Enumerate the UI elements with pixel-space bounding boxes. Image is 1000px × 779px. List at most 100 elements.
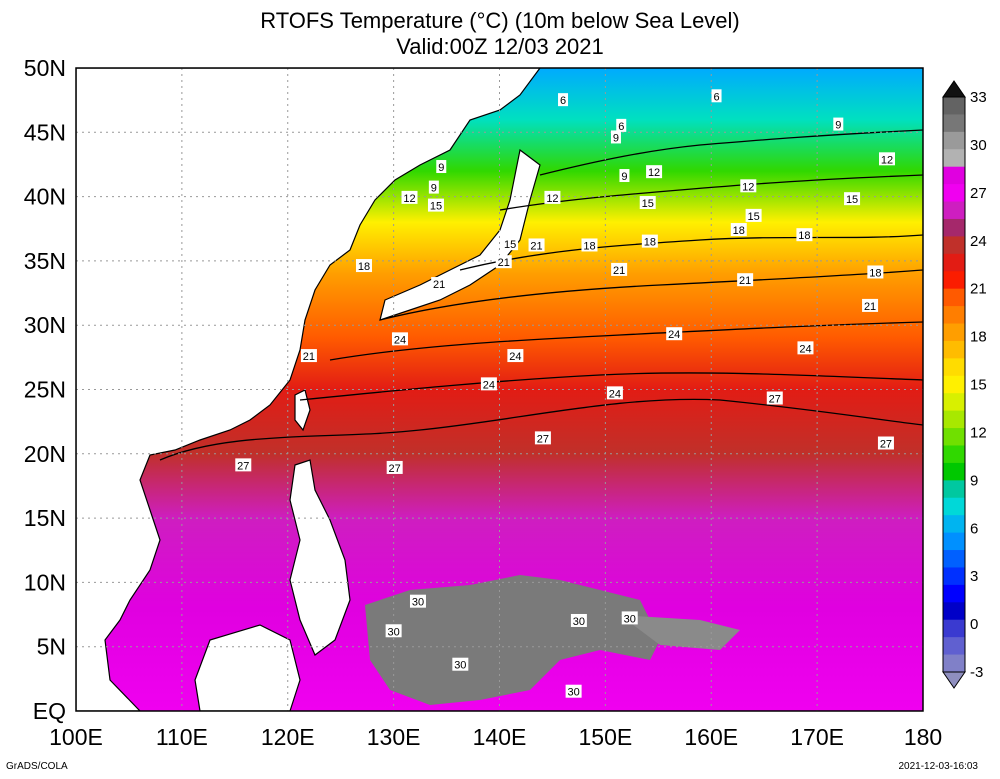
y-tick-label: 10N	[24, 569, 66, 595]
colorbar-swatch	[943, 550, 965, 568]
svg-text:30: 30	[624, 613, 636, 625]
svg-text:12: 12	[648, 167, 660, 179]
colorbar-top-arrow	[942, 80, 966, 98]
contour-label: 30	[385, 624, 402, 638]
colorbar-swatch	[943, 201, 965, 220]
colorbar-swatch	[943, 532, 965, 551]
colorbar-swatch	[943, 410, 965, 429]
svg-text:21: 21	[303, 351, 315, 363]
contour-label: 12	[740, 179, 757, 193]
svg-text:18: 18	[733, 225, 745, 237]
contour-label: 18	[581, 238, 598, 252]
x-tick-label: 150E	[579, 724, 633, 750]
x-tick-label: 100E	[49, 724, 103, 750]
y-tick-label: 5N	[37, 634, 66, 660]
colorbar-swatch	[943, 358, 965, 377]
svg-text:9: 9	[613, 132, 619, 144]
contour-label: 12	[544, 190, 561, 205]
colorbar-swatch	[943, 393, 965, 412]
contour-label: 24	[391, 332, 408, 346]
colorbar-label: 3	[970, 568, 978, 585]
colorbar-swatch	[943, 131, 965, 150]
svg-text:24: 24	[668, 329, 680, 341]
colorbar-swatch	[943, 218, 965, 237]
colorbar-label: 15	[970, 377, 987, 394]
contour-label: 15	[745, 208, 762, 223]
contour-label: 9	[436, 160, 447, 174]
colorbar-label: 30	[970, 137, 987, 154]
x-tick-label: 180	[904, 724, 942, 750]
svg-text:18: 18	[358, 261, 370, 273]
colorbar-swatch	[943, 584, 965, 603]
svg-text:21: 21	[530, 240, 542, 252]
footer-timestamp: 2021-12-03-16:03	[898, 761, 978, 772]
contour-label: 18	[641, 234, 658, 249]
title-line-2: Valid:00Z 12/03 2021	[396, 34, 604, 59]
contour-label: 6	[711, 89, 722, 103]
contour-label: 12	[646, 165, 663, 179]
colorbar-swatch	[943, 619, 965, 638]
svg-text:12: 12	[546, 193, 558, 205]
svg-text:27: 27	[769, 394, 781, 406]
colorbar-frame	[942, 96, 966, 673]
colorbar-swatch	[943, 567, 965, 586]
contour-label: 18	[867, 265, 884, 279]
x-tick-label: 140E	[473, 724, 527, 750]
svg-text:15: 15	[430, 201, 442, 213]
colorbar-swatch	[943, 462, 965, 481]
contour-label: 15	[502, 237, 519, 251]
colorbar-label: 21	[970, 281, 987, 298]
y-tick-label: 40N	[24, 184, 66, 210]
colorbar-swatch	[943, 166, 965, 185]
contour-label: 21	[862, 298, 879, 313]
y-tick-label: 15N	[24, 505, 66, 531]
x-tick-label: 170E	[790, 724, 844, 750]
title-line-1: RTOFS Temperature (°C) (10m below Sea Le…	[260, 8, 740, 33]
contour-label: 15	[639, 196, 656, 210]
colorbar-label: 18	[970, 329, 987, 346]
svg-text:9: 9	[438, 162, 444, 174]
colorbar-swatch	[943, 375, 965, 394]
contour-label: 6	[558, 93, 569, 107]
svg-text:18: 18	[583, 240, 595, 252]
svg-text:24: 24	[483, 379, 495, 391]
contour-label: 6	[616, 118, 627, 133]
colorbar-label: 12	[970, 424, 987, 441]
colorbar-label: 27	[970, 185, 987, 202]
warm-pool-patches	[365, 575, 740, 705]
colorbar-swatch	[943, 654, 965, 673]
contour-label: 15	[427, 198, 444, 213]
svg-text:27: 27	[237, 460, 249, 472]
colorbar-swatch	[943, 236, 965, 255]
svg-text:27: 27	[537, 433, 549, 445]
contour-label: 27	[235, 458, 252, 472]
svg-text:15: 15	[642, 198, 654, 210]
svg-text:18: 18	[644, 237, 656, 249]
contour-label: 21	[737, 273, 754, 287]
svg-text:21: 21	[498, 257, 510, 269]
colorbar-swatch	[943, 253, 965, 272]
svg-text:24: 24	[609, 388, 621, 400]
colorbar-swatch	[943, 184, 965, 203]
svg-text:15: 15	[747, 211, 759, 223]
colorbar-label: 24	[970, 233, 987, 250]
svg-text:21: 21	[433, 279, 445, 291]
svg-text:30: 30	[573, 616, 585, 628]
y-axis: EQ 5N 10N 15N 20N 25N 30N 35N 40N 45N 50N	[24, 55, 66, 724]
colorbar-swatch	[943, 271, 965, 290]
contour-label: 9	[833, 117, 844, 132]
y-tick-label: 20N	[24, 441, 66, 467]
lat-lon-grid	[76, 68, 923, 711]
colorbar-swatch	[943, 515, 965, 534]
svg-text:9: 9	[835, 120, 841, 132]
contour-label: 18	[355, 259, 372, 273]
colorbar-swatch	[943, 306, 965, 325]
contour-label: 18	[730, 223, 747, 237]
svg-text:6: 6	[713, 91, 719, 103]
svg-text:18: 18	[798, 230, 810, 242]
svg-text:12: 12	[403, 193, 415, 205]
chart-title: RTOFS Temperature (°C) (10m below Sea Le…	[0, 8, 1000, 60]
colorbar-label: 9	[970, 472, 978, 489]
colorbar-swatch	[943, 114, 965, 133]
